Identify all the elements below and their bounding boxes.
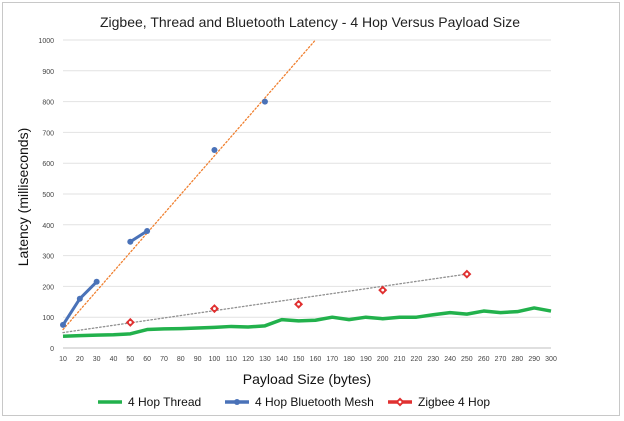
y-tick-label: 800 (42, 100, 54, 107)
x-tick-label: 200 (377, 356, 389, 363)
zigbee-point-center (213, 307, 216, 310)
x-tick-label: 120 (242, 356, 254, 363)
bluetooth-point (93, 278, 100, 285)
x-tick-label: 110 (226, 356, 237, 363)
x-tick-label: 220 (411, 356, 423, 363)
x-tick-label: 90 (194, 356, 202, 363)
y-tick-label: 700 (42, 130, 54, 137)
x-tick-label: 70 (160, 356, 168, 363)
series-line-bluetooth (61, 280, 98, 326)
x-tick-label: 230 (427, 356, 439, 363)
zigbee-point-center (297, 302, 300, 306)
trendlines (62, 39, 468, 334)
y-tick-label: 100 (42, 315, 54, 322)
bluetooth-point (127, 238, 134, 245)
y-axis-ticks: 0 100 200 300 400 500 600 700 800 900 1000 (38, 38, 54, 353)
x-tick-label: 290 (528, 356, 540, 363)
chart-title: Zigbee, Thread and Bluetooth Latency - 4… (100, 14, 520, 30)
legend-label: 4 Hop Thread (128, 395, 201, 409)
bluetooth-point (261, 98, 268, 105)
x-tick-label: 40 (110, 356, 118, 363)
bluetooth-point (60, 321, 66, 328)
y-tick-label: 0 (50, 346, 54, 353)
bluetooth-point (144, 227, 151, 234)
x-axis-label: Payload Size (bytes) (243, 371, 371, 387)
x-tick-label: 260 (478, 356, 490, 363)
series-line-bluetooth (129, 229, 148, 244)
x-tick-label: 100 (209, 356, 221, 363)
x-tick-label: 240 (444, 356, 456, 363)
y-tick-label: 1000 (38, 38, 54, 45)
y-tick-label: 600 (42, 161, 54, 168)
zigbee-point-center (381, 288, 385, 292)
zigbee-point-center (465, 272, 469, 276)
y-tick-label: 500 (42, 192, 54, 199)
y-tick-label: 200 (42, 284, 54, 291)
x-tick-label: 210 (394, 356, 406, 363)
x-tick-label: 160 (310, 356, 322, 363)
y-axis-label: Latency (milliseconds) (15, 128, 31, 267)
x-tick-label: 10 (59, 356, 67, 363)
legend-swatch-center (398, 400, 402, 404)
series-line-thread (62, 306, 552, 339)
x-tick-label: 130 (259, 356, 271, 363)
x-tick-label: 60 (143, 356, 151, 363)
trendline-2 (62, 273, 468, 334)
x-tick-label: 140 (276, 356, 288, 363)
legend: 4 Hop Thread 4 Hop Bluetooth Mesh Zigbee 4… (98, 395, 490, 409)
x-tick-label: 20 (76, 356, 84, 363)
bluetooth-point (211, 146, 218, 153)
x-tick-label: 270 (495, 356, 507, 363)
x-tick-label: 280 (512, 356, 524, 363)
x-tick-label: 50 (126, 356, 134, 363)
trendline-1 (62, 39, 317, 331)
series-lines (61, 229, 552, 339)
series-markers (60, 98, 472, 328)
y-tick-label: 300 (42, 254, 54, 261)
x-tick-label: 190 (360, 356, 372, 363)
x-tick-label: 180 (343, 356, 355, 363)
x-tick-label: 80 (177, 356, 185, 363)
x-axis-ticks: 10 20 30 40 50 60 70 80 90 100 110 120 130 140 150 160 1… (59, 356, 557, 363)
x-tick-label: 300 (545, 356, 557, 363)
y-tick-label: 400 (42, 223, 54, 230)
legend-label: Zigbee 4 Hop (418, 395, 490, 409)
zigbee-point-center (128, 321, 132, 324)
y-tick-label: 900 (42, 69, 54, 76)
x-tick-label: 30 (93, 356, 101, 363)
x-tick-label: 170 (326, 356, 338, 363)
legend-swatch-dot (234, 399, 240, 405)
x-tick-label: 150 (293, 356, 305, 363)
bluetooth-point (76, 295, 83, 302)
legend-label: 4 Hop Bluetooth Mesh (255, 395, 374, 409)
gridlines (63, 39, 551, 349)
x-tick-label: 250 (461, 356, 473, 363)
